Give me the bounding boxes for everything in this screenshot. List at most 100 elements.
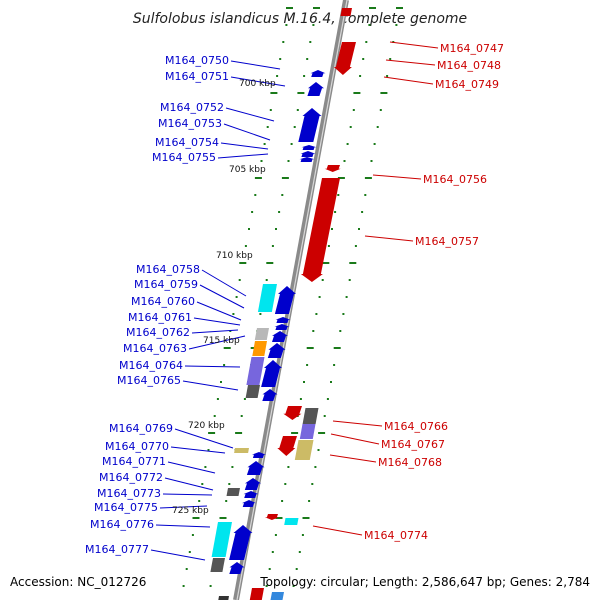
connector-left [193,317,241,326]
gene-feature-m164-0769[interactable] [234,448,249,453]
gene-label-m164-0776[interactable]: M164_0776 [90,518,154,531]
gene-label-m164-0748[interactable]: M164_0748 [437,59,501,72]
gene-label-m164-0753[interactable]: M164_0753 [158,117,222,130]
gene-feature-m164-0774[interactable] [264,514,279,520]
track-tick [244,245,247,247]
track-tick [185,568,188,570]
track-tick [238,279,241,281]
gene-label-m164-0762[interactable]: M164_0762 [126,326,190,339]
gene-feature-m164-0764b[interactable] [261,360,282,387]
gene-feature-m164-0773b[interactable] [243,491,259,498]
gene-feature-m164-0773[interactable] [226,488,241,496]
gene-label-m164-0759[interactable]: M164_0759 [134,278,198,291]
gene-label-m164-0758[interactable]: M164_0758 [136,263,200,276]
track-tick [379,109,382,111]
track-tick [297,92,305,94]
gene-feature-m164-0779[interactable] [270,592,285,600]
gene-feature-m164-0757[interactable] [300,178,340,282]
gene-label-m164-0769[interactable]: M164_0769 [109,422,173,435]
gene-label-m164-0757[interactable]: M164_0757 [415,235,479,248]
gene-feature-m164-0763[interactable] [252,341,267,356]
connector-left [230,60,281,70]
gene-label-m164-0751[interactable]: M164_0751 [165,70,229,83]
gene-feature-m164-0762[interactable] [272,331,288,342]
gene-feature-m164-0765[interactable] [245,385,260,398]
gene-feature-m164-0768[interactable] [277,436,297,456]
gene-label-m164-0764[interactable]: M164_0764 [119,359,183,372]
gene-feature-m164-0776[interactable] [211,522,232,557]
gene-label-m164-0775[interactable]: M164_0775 [94,501,158,514]
track-tick [260,160,263,162]
gene-feature-m164-0747[interactable] [333,42,356,75]
gene-feature-m164-0762-silver[interactable] [254,328,269,340]
track-tick [312,330,315,332]
track-tick [207,449,210,451]
gene-feature-m164-0755b[interactable] [299,157,315,162]
gene-feature-m164-0758[interactable] [257,284,277,312]
gene-label-m164-0763[interactable]: M164_0763 [123,342,187,355]
gene-feature-m164-0751[interactable] [307,82,324,96]
gene-feature-m164-0766[interactable] [283,406,302,420]
gene-label-m164-0752[interactable]: M164_0752 [160,101,224,114]
track-tick [295,568,298,570]
track-tick [263,143,266,145]
left-gene-labels: M164_0750 M164_0751 M164_0752 M164_0753 … [85,54,229,556]
gene-feature-m164-0778[interactable] [249,588,264,600]
gene-feature-m164-0750[interactable] [310,70,326,77]
gene-feature-m164-0765b[interactable] [262,389,278,401]
gene-feature-m164-0759[interactable] [274,286,296,314]
gene-feature-m164-0752[interactable] [298,108,322,142]
track-tick [301,534,304,536]
gene-feature-m164-0772[interactable] [244,478,261,490]
gene-label-m164-0749[interactable]: M164_0749 [435,78,499,91]
gene-feature-m164-0761[interactable] [274,324,290,330]
gene-feature-m164-0776b[interactable] [229,525,253,560]
gene-feature-m164-0770[interactable] [252,452,266,458]
gene-feature-m164-0767[interactable] [299,424,316,439]
gene-label-m164-0770[interactable]: M164_0770 [105,440,169,453]
gene-label-m164-0774[interactable]: M164_0774 [364,529,428,542]
gene-feature-m164-0760[interactable] [275,317,291,323]
gene-feature-m164-0766-dark[interactable] [302,408,319,424]
gene-label-m164-0760[interactable]: M164_0760 [131,295,195,308]
gene-label-m164-0750[interactable]: M164_0750 [165,54,229,67]
track-tick [369,7,376,9]
gene-label-m164-0773[interactable]: M164_0773 [97,487,161,500]
gene-feature-m164-0768-khaki[interactable] [294,440,314,460]
connector-left [174,428,234,449]
gene-feature-m164-0771[interactable] [246,461,265,475]
track-tick [306,58,309,60]
gene-feature-m164-0777b[interactable] [229,562,245,574]
track-tick [358,228,360,230]
track-tick [333,364,336,366]
gene-label-m164-0772[interactable]: M164_0772 [99,471,163,484]
gene-feature-m164-0756[interactable] [324,165,341,172]
gene-label-m164-0768[interactable]: M164_0768 [378,456,442,469]
gene-label-m164-0754[interactable]: M164_0754 [155,136,219,149]
gene-label-m164-0761[interactable]: M164_0761 [128,311,192,324]
track-tick [254,177,262,179]
gene-label-m164-0747[interactable]: M164_0747 [440,42,504,55]
gene-feature-m164-0764[interactable] [246,357,265,385]
gene-label-m164-0766[interactable]: M164_0766 [384,420,448,433]
gene-label-m164-0771[interactable]: M164_0771 [102,455,166,468]
track-tick [282,41,285,43]
track-tick [306,364,309,366]
gene-label-m164-0767[interactable]: M164_0767 [381,438,445,451]
connector-left [167,461,216,474]
gene-feature-m164-0746[interactable] [340,8,353,16]
gene-feature-m164-0777[interactable] [210,558,225,572]
gene-label-m164-0777[interactable]: M164_0777 [85,543,149,556]
kbp-label-725: 725 kbp [172,506,209,516]
track-tick [323,415,326,417]
gene-feature-m164-0780[interactable] [218,596,229,600]
gene-feature-m164-0775[interactable] [242,500,256,507]
gene-feature-m164-0763b[interactable] [267,343,286,358]
gene-feature-m164-0774-cyan[interactable] [284,518,299,525]
gene-feature-m164-0754[interactable] [301,145,317,150]
gene-feature-m164-0755[interactable] [300,151,316,157]
track-tick [303,381,305,383]
gene-label-m164-0765[interactable]: M164_0765 [117,374,181,387]
gene-label-m164-0756[interactable]: M164_0756 [423,173,487,186]
gene-label-m164-0755[interactable]: M164_0755 [152,151,216,164]
